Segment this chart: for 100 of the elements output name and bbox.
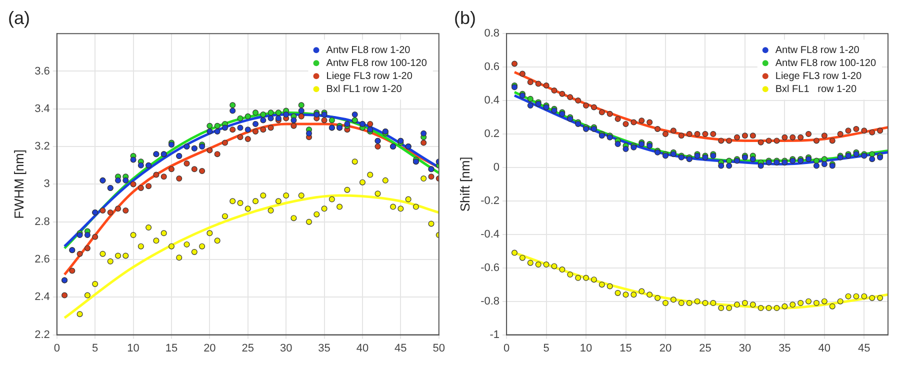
point (107, 209, 114, 216)
point (382, 177, 388, 184)
point (420, 176, 427, 182)
point (268, 110, 274, 116)
point (244, 206, 251, 212)
point (551, 263, 558, 270)
point (551, 87, 558, 94)
point (328, 196, 335, 202)
point (686, 300, 692, 306)
point (654, 294, 661, 301)
point (845, 293, 852, 300)
x-tick-label: 0 (503, 342, 510, 354)
point (766, 305, 772, 312)
point (122, 252, 129, 259)
point (726, 305, 732, 312)
point (750, 156, 756, 162)
y-axis-title: FWHM [nm] (11, 150, 26, 219)
point (336, 204, 343, 210)
point (774, 305, 780, 312)
point (184, 160, 190, 166)
point (352, 158, 358, 165)
y-tick-label: 2.2 (34, 328, 50, 341)
point (670, 128, 676, 134)
point (758, 139, 764, 146)
point (405, 196, 412, 202)
point (130, 232, 136, 238)
y-tick-label: 0.8 (484, 28, 500, 40)
point (153, 172, 160, 178)
point (321, 206, 328, 212)
point (869, 294, 876, 301)
point (519, 70, 526, 77)
point (790, 302, 796, 308)
point (638, 288, 645, 294)
point (821, 298, 828, 304)
line-series (513, 70, 888, 142)
point (813, 158, 820, 164)
point (726, 138, 732, 144)
point (750, 132, 756, 139)
x-tick-label: 35 (778, 342, 791, 354)
point (252, 198, 259, 204)
point (583, 274, 590, 281)
legend-label: Antw FL8 row 1-20 (775, 44, 860, 56)
point (806, 298, 812, 304)
point (845, 128, 852, 134)
point (115, 177, 122, 184)
point (813, 162, 820, 169)
point (726, 162, 732, 169)
point (567, 94, 574, 100)
point (252, 110, 259, 116)
point (153, 238, 160, 244)
point (146, 224, 152, 230)
point (275, 198, 282, 204)
point (646, 292, 653, 298)
point (543, 82, 550, 88)
point (694, 131, 700, 137)
y-tick-label: 0.4 (484, 94, 500, 107)
point (214, 238, 220, 244)
point (734, 302, 740, 308)
point (614, 116, 621, 122)
point (583, 102, 590, 109)
point (853, 126, 860, 132)
point (214, 151, 220, 158)
point (230, 126, 236, 133)
point (821, 161, 828, 168)
line-series (63, 194, 439, 320)
point (115, 206, 122, 212)
point (160, 174, 167, 180)
point (191, 248, 198, 255)
point (877, 294, 884, 301)
point (206, 230, 213, 236)
point (191, 166, 198, 172)
x-tick-label: 50 (432, 342, 446, 354)
point (575, 274, 582, 281)
point (782, 303, 788, 310)
y-tick-label: 0 (493, 162, 500, 174)
point (758, 305, 764, 312)
point (199, 168, 206, 174)
point (92, 234, 98, 240)
point (798, 300, 804, 306)
point (130, 156, 136, 163)
x-tick-label: 15 (620, 342, 632, 354)
point (260, 126, 266, 133)
x-tick-label: 35 (318, 342, 330, 354)
chart-title: (b) (454, 8, 476, 28)
point (184, 241, 190, 248)
legend-label: Liege FL3 row 1-20 (775, 70, 862, 82)
point (176, 254, 182, 261)
point (512, 250, 518, 256)
point (268, 124, 274, 131)
x-tick-label: 45 (858, 342, 870, 354)
point (869, 151, 876, 158)
point (244, 113, 251, 120)
point (290, 117, 297, 124)
x-tick-label: 15 (165, 342, 178, 354)
point (662, 131, 668, 137)
point (222, 140, 228, 146)
point (260, 192, 266, 198)
point (138, 243, 144, 250)
point (614, 141, 621, 148)
point (535, 80, 542, 87)
